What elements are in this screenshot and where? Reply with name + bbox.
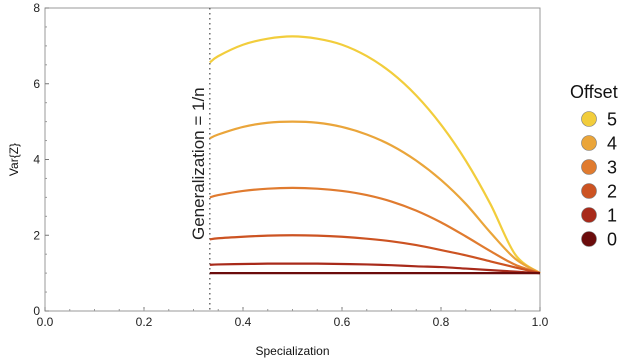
legend-swatch-3 [581,159,597,175]
y-tick-label: 8 [33,1,40,15]
axis-ticks: 0.0 0.2 0.4 0.6 0.8 1.0 0 2 4 6 8 [33,1,548,329]
y-tick-label: 4 [33,153,40,167]
generalization-label: Generalization = 1/n [189,87,208,240]
x-tick-label: 0.0 [37,315,54,329]
x-tick-label: 0.2 [136,315,153,329]
legend-swatch-2 [581,183,597,199]
series-line-offset-5 [209,35,541,275]
series-line-offset-1 [209,262,541,275]
legend-title: Offset [570,82,618,102]
x-tick-label: 1.0 [532,315,549,329]
series-lines [209,35,541,275]
y-axis-title: Var{Z} [7,143,21,176]
series-line-offset-2 [209,234,541,275]
legend-swatch-5 [581,111,597,127]
x-axis-title: Specialization [255,344,329,358]
legend-label-4: 4 [607,134,617,154]
x-tick-label: 0.6 [334,315,351,329]
legend-label-5: 5 [607,110,617,130]
y-tick-label: 0 [33,304,40,318]
x-tick-label: 0.8 [433,315,450,329]
series-line-offset-4 [209,120,541,275]
x-tick-label: 0.4 [235,315,252,329]
legend-swatch-0 [581,231,597,247]
legend-label-2: 2 [607,182,617,202]
legend-label-1: 1 [607,206,617,226]
y-tick-label: 2 [33,228,40,242]
legend: Offset 5 4 3 2 1 0 [570,82,618,250]
legend-swatch-1 [581,207,597,223]
series-line-offset-3 [209,186,541,275]
legend-label-0: 0 [607,230,617,250]
y-tick-label: 6 [33,77,40,91]
legend-label-3: 3 [607,158,617,178]
legend-swatch-4 [581,135,597,151]
